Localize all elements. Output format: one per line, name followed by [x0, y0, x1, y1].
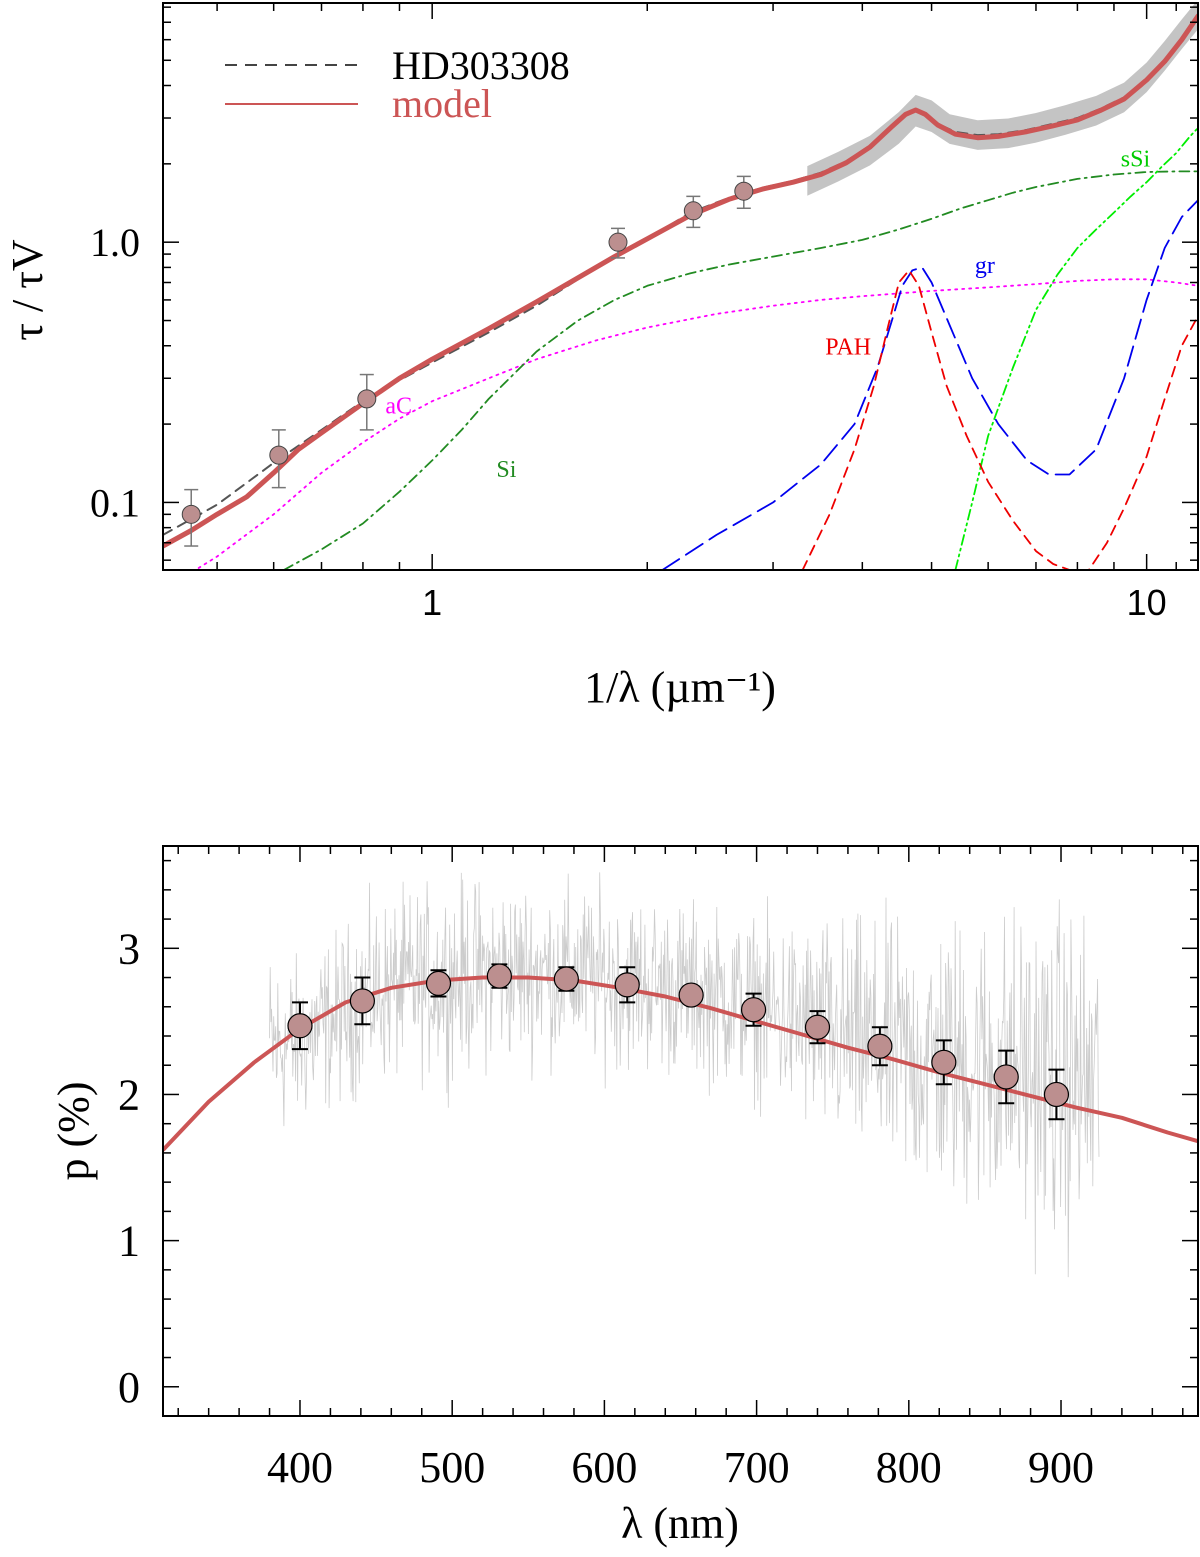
observed-spectrum	[269, 872, 1100, 1278]
series-ac	[193, 278, 1198, 570]
polarization-point	[740, 997, 767, 1023]
legend: HD303308 model	[225, 43, 570, 126]
extinction-ticks: 1 10 0.1 1.0	[90, 3, 1198, 623]
series-gr	[661, 199, 1198, 570]
polarization-point	[1043, 1081, 1070, 1108]
polarization-point	[425, 970, 452, 996]
photometry-points-group	[181, 175, 754, 547]
photometry-point	[608, 232, 628, 252]
y-axis-label-extinction: τ / τV	[3, 239, 52, 341]
photometry-point	[181, 504, 201, 524]
y-tick-label: 3	[118, 924, 140, 973]
polarization-point	[993, 1064, 1019, 1090]
y-tick-label: 0	[118, 1363, 140, 1412]
y-tick-label: 1.0	[90, 220, 140, 265]
polarization-panel: 400 500 600 700 800 900 0 1 2 3 λ (nm) p (%)	[49, 845, 1199, 1548]
series-model	[163, 13, 1198, 549]
polarization-point	[349, 988, 375, 1014]
component-labels: aC Si PAH gr sSi	[385, 147, 1150, 484]
label-ac: aC	[385, 393, 412, 419]
series-model	[163, 975, 1198, 1152]
polarization-point	[678, 982, 704, 1008]
extinction-panel: aC Si PAH gr sSi 1 10 0.1 1.0 HD303308 model 1/…	[3, 2, 1199, 712]
polarization-point	[486, 963, 512, 989]
spectrum-trace	[269, 872, 1100, 1278]
y-tick-label: 2	[118, 1070, 140, 1119]
polarization-point	[804, 1014, 831, 1040]
extinction-series-group	[163, 13, 1198, 570]
x-tick-label: 10	[1127, 582, 1167, 623]
polarization-point	[614, 972, 640, 998]
photometry-point	[734, 181, 754, 201]
series-ssi	[954, 127, 1198, 570]
x-axis-label-extinction: 1/λ (µm⁻¹)	[584, 663, 776, 712]
y-axis-label-polarization: p (%)	[49, 1082, 98, 1181]
photometry-point	[683, 201, 703, 221]
legend-label-model: model	[392, 81, 492, 126]
polarization-series-group	[163, 975, 1198, 1152]
x-tick-label: 1	[422, 582, 442, 623]
extinction-plot-frame	[162, 2, 1199, 571]
x-tick-label: 400	[267, 1443, 333, 1492]
legend-label-hd303308: HD303308	[392, 43, 570, 88]
polarization-points-group	[287, 963, 1070, 1121]
label-si: Si	[496, 457, 516, 483]
polarization-point	[287, 1013, 313, 1039]
polarization-point	[931, 1049, 957, 1075]
polarization-point	[553, 966, 579, 992]
label-pah: PAH	[825, 335, 871, 361]
series-pah	[801, 269, 1198, 570]
y-tick-label: 0.1	[90, 480, 140, 525]
y-tick-label: 1	[118, 1217, 140, 1266]
x-tick-label: 600	[571, 1443, 637, 1492]
x-tick-label: 700	[724, 1443, 790, 1492]
polarization-plot-frame	[162, 845, 1199, 1417]
series-si	[282, 170, 1198, 570]
polarization-ticks: 400 500 600 700 800 900 0 1 2 3	[118, 846, 1198, 1492]
x-axis-label-polarization: λ (nm)	[621, 1499, 739, 1548]
photometry-point	[357, 389, 377, 409]
x-tick-label: 500	[419, 1443, 485, 1492]
photometry-point	[269, 445, 289, 465]
label-gr: gr	[975, 253, 995, 279]
x-tick-label: 900	[1028, 1443, 1094, 1492]
label-ssi: sSi	[1121, 147, 1151, 173]
polarization-point	[867, 1033, 893, 1059]
x-tick-label: 800	[876, 1443, 942, 1492]
